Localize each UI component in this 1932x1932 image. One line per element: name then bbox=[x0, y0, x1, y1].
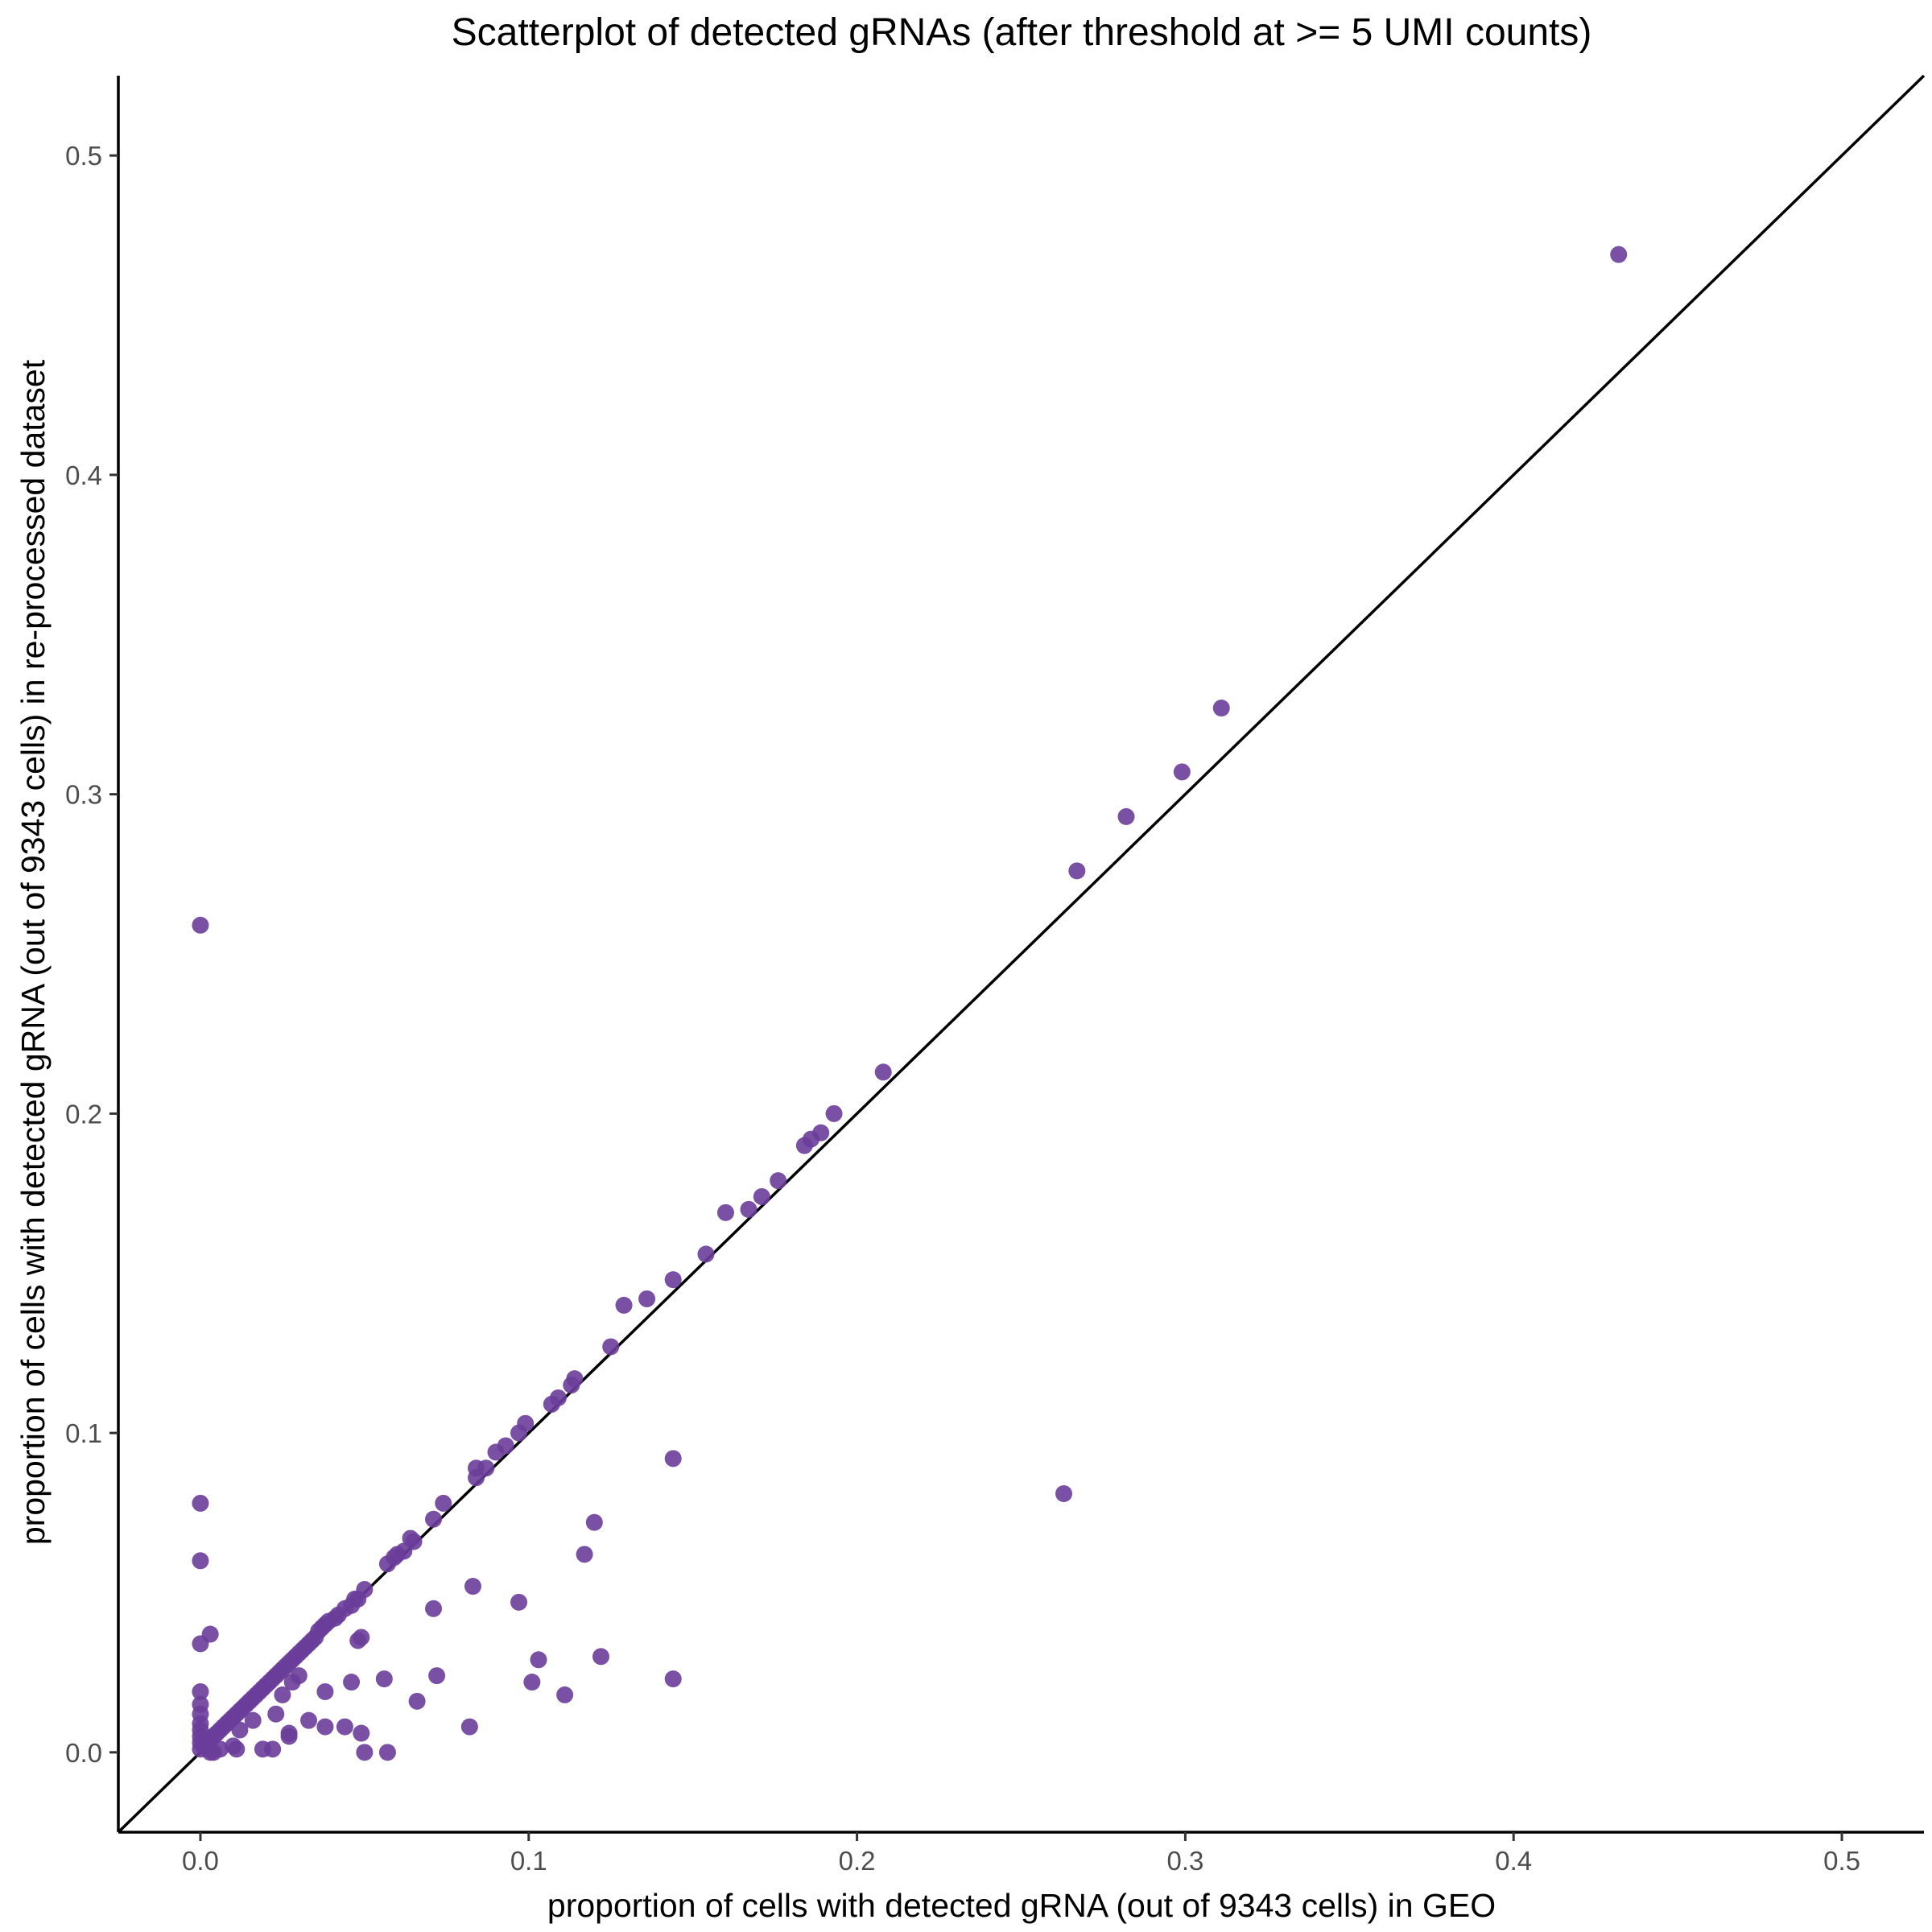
data-point bbox=[615, 1296, 633, 1314]
plot-area: 0.0 0.1 0.2 0.3 0.4 0.5 0.0 0.1 0.2 0.3 0.4 0.5 bbox=[65, 74, 1926, 1876]
data-point bbox=[487, 1443, 505, 1461]
data-point bbox=[280, 1724, 298, 1742]
data-point bbox=[1212, 700, 1230, 717]
data-point bbox=[1610, 246, 1628, 263]
x-tick-label: 0.4 bbox=[1495, 1846, 1532, 1876]
data-point bbox=[267, 1705, 285, 1723]
x-tick-label: 0.2 bbox=[839, 1846, 876, 1876]
data-point bbox=[464, 1578, 481, 1596]
x-tick-label: 0.1 bbox=[510, 1846, 547, 1876]
data-point bbox=[460, 1718, 478, 1736]
chart-title: Scatterplot of detected gRNAs (after thr… bbox=[452, 11, 1592, 54]
x-tick-label: 0.3 bbox=[1166, 1846, 1203, 1876]
data-points bbox=[192, 246, 1628, 1761]
data-point bbox=[336, 1718, 353, 1736]
data-point bbox=[274, 1686, 291, 1703]
data-point bbox=[740, 1200, 758, 1218]
data-point bbox=[356, 1744, 374, 1761]
x-tick-label: 0.5 bbox=[1823, 1846, 1860, 1876]
data-point bbox=[664, 1271, 682, 1289]
y-tick-label: 0.0 bbox=[65, 1738, 102, 1768]
y-tick-label: 0.1 bbox=[65, 1418, 102, 1448]
data-point bbox=[378, 1555, 396, 1573]
data-point bbox=[592, 1648, 609, 1666]
data-point bbox=[530, 1651, 547, 1669]
data-point bbox=[716, 1203, 734, 1221]
data-point bbox=[697, 1245, 715, 1263]
data-point bbox=[664, 1670, 682, 1688]
data-point bbox=[300, 1711, 318, 1729]
x-axis-label: proportion of cells with detected gRNA (… bbox=[547, 1887, 1496, 1924]
data-point bbox=[468, 1469, 485, 1487]
data-point bbox=[576, 1546, 593, 1563]
data-point bbox=[402, 1530, 419, 1547]
data-point bbox=[874, 1063, 892, 1081]
data-point bbox=[1173, 763, 1191, 781]
data-point bbox=[556, 1686, 574, 1703]
data-point bbox=[349, 1632, 367, 1649]
data-point bbox=[192, 1682, 209, 1700]
data-point bbox=[795, 1137, 813, 1154]
y-axis-ticks: 0.0 0.1 0.2 0.3 0.4 0.5 bbox=[65, 141, 118, 1768]
data-point bbox=[753, 1188, 770, 1206]
data-point bbox=[192, 916, 209, 934]
y-axis-label: proportion of cells with detected gRNA (… bbox=[14, 359, 52, 1545]
data-point bbox=[510, 1424, 528, 1442]
data-point bbox=[378, 1744, 396, 1761]
data-point bbox=[1055, 1484, 1073, 1502]
data-point bbox=[254, 1740, 271, 1758]
data-point bbox=[353, 1724, 370, 1742]
x-tick-label: 0.0 bbox=[182, 1846, 219, 1876]
data-point bbox=[192, 1552, 209, 1570]
data-point bbox=[602, 1338, 620, 1356]
data-point bbox=[1117, 807, 1135, 825]
data-point bbox=[825, 1104, 843, 1122]
data-point bbox=[585, 1513, 603, 1531]
data-point bbox=[375, 1670, 393, 1688]
data-point bbox=[408, 1692, 426, 1710]
y-tick-label: 0.5 bbox=[65, 141, 102, 171]
data-point bbox=[1068, 862, 1086, 880]
data-point bbox=[428, 1667, 446, 1685]
data-point bbox=[543, 1395, 560, 1413]
data-point bbox=[664, 1450, 682, 1468]
data-point bbox=[316, 1682, 334, 1700]
data-point bbox=[425, 1600, 443, 1617]
data-point bbox=[523, 1674, 541, 1691]
data-point bbox=[510, 1593, 528, 1611]
y-tick-label: 0.4 bbox=[65, 460, 102, 490]
data-point bbox=[425, 1510, 443, 1528]
x-axis-ticks: 0.0 0.1 0.2 0.3 0.4 0.5 bbox=[182, 1832, 1860, 1876]
data-point bbox=[343, 1674, 361, 1691]
data-point bbox=[192, 1635, 209, 1653]
data-point bbox=[231, 1721, 249, 1739]
data-point bbox=[638, 1290, 656, 1307]
data-point bbox=[225, 1737, 242, 1755]
data-point bbox=[192, 1494, 209, 1512]
data-point bbox=[563, 1377, 580, 1394]
y-tick-label: 0.2 bbox=[65, 1099, 102, 1129]
data-point bbox=[192, 1740, 209, 1758]
data-point bbox=[435, 1494, 452, 1512]
data-point bbox=[770, 1172, 787, 1190]
y-tick-label: 0.3 bbox=[65, 780, 102, 810]
data-point bbox=[283, 1674, 301, 1691]
data-point bbox=[244, 1711, 262, 1729]
data-point bbox=[316, 1718, 334, 1736]
